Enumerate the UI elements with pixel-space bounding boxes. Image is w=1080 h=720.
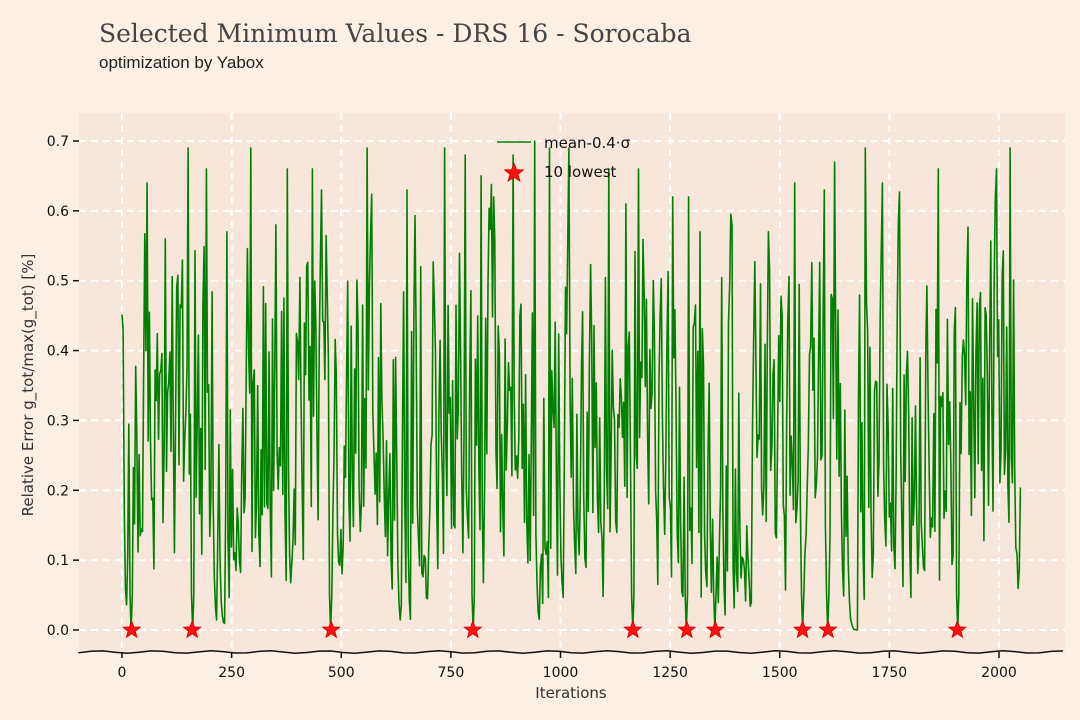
x-tick-label: 1750 xyxy=(872,665,908,681)
lowest-point-star xyxy=(677,619,697,639)
legend-label-mean: mean-0.4·σ xyxy=(544,134,631,152)
lowest-point-star xyxy=(818,619,838,639)
x-tick-label: 500 xyxy=(328,665,355,681)
lowest-point-star xyxy=(321,619,341,639)
lowest-point-star xyxy=(623,619,643,639)
chart-title: Selected Minimum Values - DRS 16 - Soroc… xyxy=(99,19,692,48)
x-tick-label: 1250 xyxy=(652,665,688,681)
x-tick-label: 750 xyxy=(438,665,465,681)
x-tick-label: 250 xyxy=(218,665,245,681)
legend-label-lowest: 10 lowest xyxy=(544,163,617,181)
y-tick-label: 0.7 xyxy=(47,134,69,150)
y-tick-label: 0.2 xyxy=(47,483,69,499)
y-tick-label: 0.0 xyxy=(47,623,69,639)
lowest-point-star xyxy=(792,619,813,639)
x-tick-label: 0 xyxy=(118,665,127,681)
y-tick-label: 0.4 xyxy=(47,344,69,360)
lowest-point-star xyxy=(705,619,725,639)
x-tick-label: 2000 xyxy=(981,665,1017,681)
legend-star-swatch xyxy=(503,161,525,183)
y-tick-label: 0.5 xyxy=(47,274,69,290)
x-axis-label: Iterations xyxy=(535,684,607,702)
y-tick-label: 0.3 xyxy=(47,413,69,429)
y-tick-label: 0.1 xyxy=(47,553,69,569)
plot-area: 0 250 500 750 1000 1250 1500 1750 2000 0.0 0.1 0.2 0… xyxy=(47,113,1065,681)
lowest-point-star xyxy=(463,619,483,639)
lowest-point-star xyxy=(182,619,202,639)
x-tick-label: 1500 xyxy=(762,665,798,681)
y-tick-label: 0.6 xyxy=(47,204,69,220)
x-axis-line xyxy=(78,650,1064,654)
series-line-mean xyxy=(121,140,1022,631)
lowest-point-star xyxy=(122,619,142,639)
lowest-point-star xyxy=(947,619,967,639)
y-axis-label: Relative Error g_tot/max(g_tot) [%] xyxy=(19,254,38,517)
chart-subtitle: optimization by Yabox xyxy=(99,53,264,72)
x-tick-label: 1000 xyxy=(543,665,579,681)
